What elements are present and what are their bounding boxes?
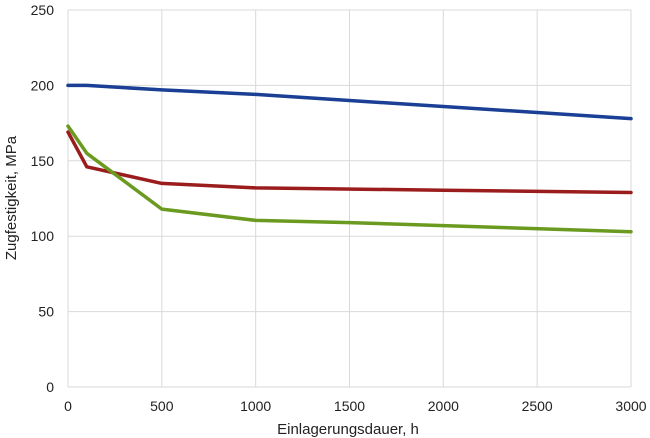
x-tick-label: 1500 — [334, 398, 365, 414]
x-tick-label: 3000 — [615, 398, 646, 414]
y-tick-label: 250 — [31, 2, 55, 18]
y-tick-label: 150 — [31, 153, 55, 169]
y-tick-label: 100 — [31, 228, 55, 244]
x-tick-label: 2000 — [428, 398, 459, 414]
series-line-3 — [66, 124, 633, 234]
x-tick-label: 2500 — [522, 398, 553, 414]
x-tick-label: 0 — [64, 398, 72, 414]
series-line-1 — [66, 83, 633, 121]
series-group — [66, 83, 633, 234]
x-tick-label: 1000 — [240, 398, 271, 414]
y-tick-label: 50 — [38, 304, 54, 320]
y-tick-label: 0 — [46, 379, 54, 395]
y-tick-label: 200 — [31, 77, 55, 93]
y-axis-label: Zugfestigkeit, MPa — [3, 135, 20, 260]
grid — [67, 9, 632, 388]
series-line-2 — [66, 130, 633, 195]
x-axis-label: Einlagerungsdauer, h — [277, 421, 419, 438]
tick-labels: 0 500 1000 1500 2000 2500 3000 0 50 100 150 200 250 — [31, 2, 647, 414]
x-tick-label: 500 — [150, 398, 174, 414]
